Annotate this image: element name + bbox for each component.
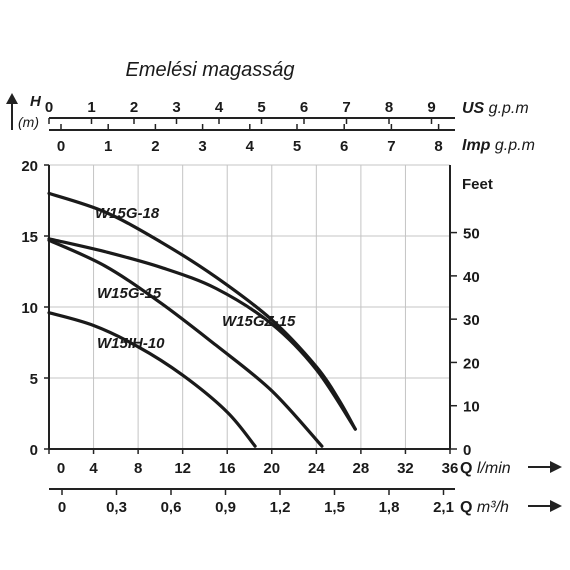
us-gpm-tick-label: 6 — [300, 99, 308, 116]
m3h-tick-label: 2,1 — [433, 499, 454, 516]
us-gpm-tick-label: 2 — [130, 99, 138, 116]
y-axis-unit: (m) — [18, 114, 39, 130]
x-tick-label: 0 — [57, 460, 65, 477]
us-gpm-tick-label: 4 — [215, 99, 224, 116]
x-tick-label: 12 — [174, 460, 191, 477]
us-gpm-tick-label: 1 — [87, 99, 95, 116]
right-y-tick-label: 30 — [463, 312, 480, 329]
imp-gpm-tick-label: 6 — [340, 138, 348, 155]
right-axis-label: Feet — [462, 176, 493, 193]
m3h-tick-label: 0,9 — [215, 499, 236, 516]
imp-gpm-tick-label: 1 — [104, 138, 112, 155]
chart-title: Emelési magasság — [126, 59, 295, 81]
imp-gpm-tick-label: 8 — [434, 138, 442, 155]
series-label-w15gz-15: W15GZ-15 — [222, 313, 296, 330]
y-tick-label: 20 — [21, 158, 38, 175]
us-gpm-tick-label: 7 — [342, 99, 350, 116]
m3h-tick-label: 1,5 — [324, 499, 345, 516]
right-y-tick-label: 20 — [463, 355, 480, 372]
x-tick-label: 28 — [353, 460, 370, 477]
series-line-w15g-15 — [47, 238, 324, 448]
us-gpm-tick-label: 5 — [257, 99, 265, 116]
imp-gpm-tick-label: 7 — [387, 138, 395, 155]
m3h-tick-label: 1,2 — [270, 499, 291, 516]
m3h-axis-arrowhead — [550, 500, 562, 512]
imp-gpm-tick-label: 0 — [57, 138, 65, 155]
x-tick-label: 16 — [219, 460, 236, 477]
m3h-tick-label: 0,6 — [161, 499, 182, 516]
series-label-w15ih-10: W15IH-10 — [97, 335, 165, 352]
series-label-w15g-18: W15G-18 — [95, 205, 160, 222]
series-line-w15g-18 — [47, 191, 357, 431]
x-axis-arrowhead — [550, 461, 562, 473]
axes — [6, 93, 562, 512]
x-axis-label-lmin: Q l/min — [460, 460, 511, 477]
grid — [49, 164, 451, 449]
us-gpm-label: US g.p.m — [462, 100, 529, 117]
imp-gpm-tick-label: 5 — [293, 138, 301, 155]
us-gpm-tick-label: 0 — [45, 99, 53, 116]
series-label-w15g-15: W15G-15 — [97, 285, 162, 302]
imp-gpm-tick-label: 3 — [198, 138, 206, 155]
y-tick-label: 15 — [21, 229, 38, 246]
series-line-w15gz-15 — [47, 237, 357, 431]
y-tick-label: 10 — [21, 300, 38, 317]
y-tick-label: 0 — [30, 442, 38, 459]
series-line-w15ih-10 — [47, 311, 257, 448]
right-y-tick-label: 0 — [463, 442, 471, 459]
x-tick-label: 24 — [308, 460, 325, 477]
us-gpm-tick-label: 3 — [172, 99, 180, 116]
x-tick-label: 32 — [397, 460, 414, 477]
us-gpm-tick-label: 8 — [385, 99, 393, 116]
x-axis-label-m3h: Q m³/h — [460, 499, 509, 516]
x-tick-label: 8 — [134, 460, 142, 477]
right-y-tick-label: 10 — [463, 399, 480, 416]
us-gpm-tick-label: 9 — [427, 99, 435, 116]
m3h-tick-label: 1,8 — [379, 499, 400, 516]
x-tick-label: 4 — [89, 460, 98, 477]
right-y-tick-label: 40 — [463, 269, 480, 286]
m3h-tick-label: 0,3 — [106, 499, 127, 516]
m3h-tick-label: 0 — [58, 499, 66, 516]
imp-gpm-tick-label: 2 — [151, 138, 159, 155]
series-group — [47, 191, 357, 448]
imp-gpm-tick-label: 4 — [246, 138, 255, 155]
x-tick-label: 20 — [263, 460, 280, 477]
y-axis-arrowhead — [6, 93, 18, 104]
y-axis-symbol: H — [30, 93, 42, 110]
y-tick-label: 5 — [30, 371, 38, 388]
right-y-tick-label: 50 — [463, 226, 480, 243]
x-tick-label: 36 — [442, 460, 459, 477]
imp-gpm-label: Imp g.p.m — [462, 137, 535, 154]
